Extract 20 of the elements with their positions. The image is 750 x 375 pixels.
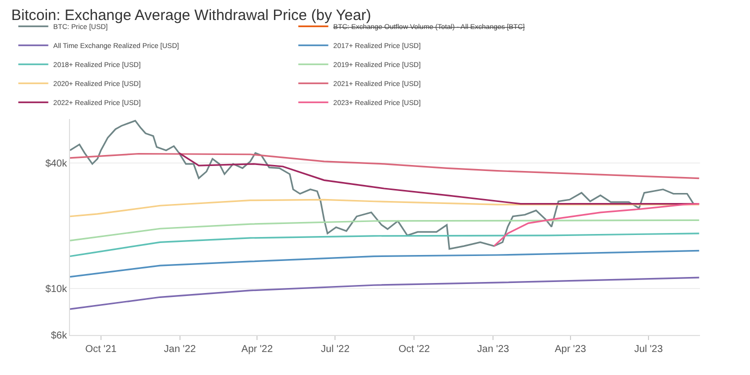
line-series xyxy=(70,232,700,258)
x-tick-label: Apr '23 xyxy=(554,344,587,355)
line-series xyxy=(70,198,700,218)
line-series xyxy=(70,250,700,278)
chart-title: Bitcoin: Exchange Average Withdrawal Price (by Year) xyxy=(11,6,372,24)
y-tick-label: $10k xyxy=(45,284,68,296)
line-series xyxy=(70,219,700,242)
line-series xyxy=(70,152,700,180)
x-tick-label: Jul '23 xyxy=(634,344,664,355)
line-series xyxy=(493,203,700,247)
line-series xyxy=(70,276,700,310)
x-tick-label: Oct '21 xyxy=(85,344,118,355)
y-tick-label: $40k xyxy=(45,158,68,170)
x-tick-label: Jan '23 xyxy=(477,344,510,355)
y-tick-label: $6k xyxy=(50,330,68,342)
x-tick-label: Oct '22 xyxy=(398,344,430,355)
x-tick-label: Jan '22 xyxy=(164,344,196,355)
x-tick-label: Apr '22 xyxy=(241,344,274,355)
line-series xyxy=(70,120,695,250)
x-tick-label: Jul '22 xyxy=(320,344,350,355)
